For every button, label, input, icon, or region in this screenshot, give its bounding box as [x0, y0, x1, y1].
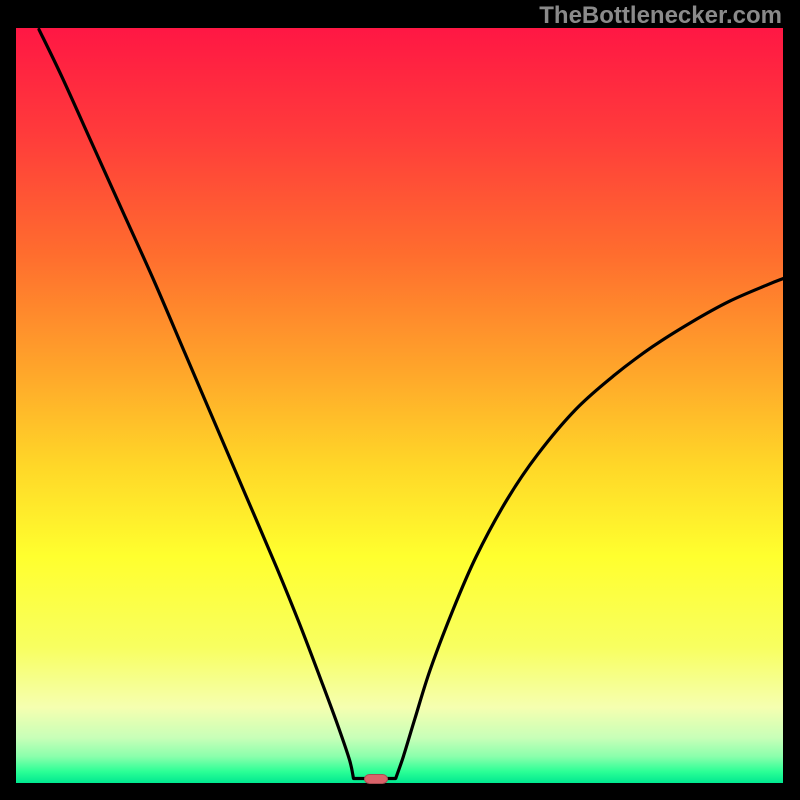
chart-container: TheBottlenecker.com: [0, 0, 800, 800]
valley-marker-icon: [364, 774, 388, 784]
plot-svg: [16, 28, 783, 783]
valley-marker: [364, 771, 388, 781]
watermark-text: TheBottlenecker.com: [539, 2, 782, 30]
bottleneck-curve: [39, 30, 783, 779]
plot-area: [16, 28, 783, 783]
